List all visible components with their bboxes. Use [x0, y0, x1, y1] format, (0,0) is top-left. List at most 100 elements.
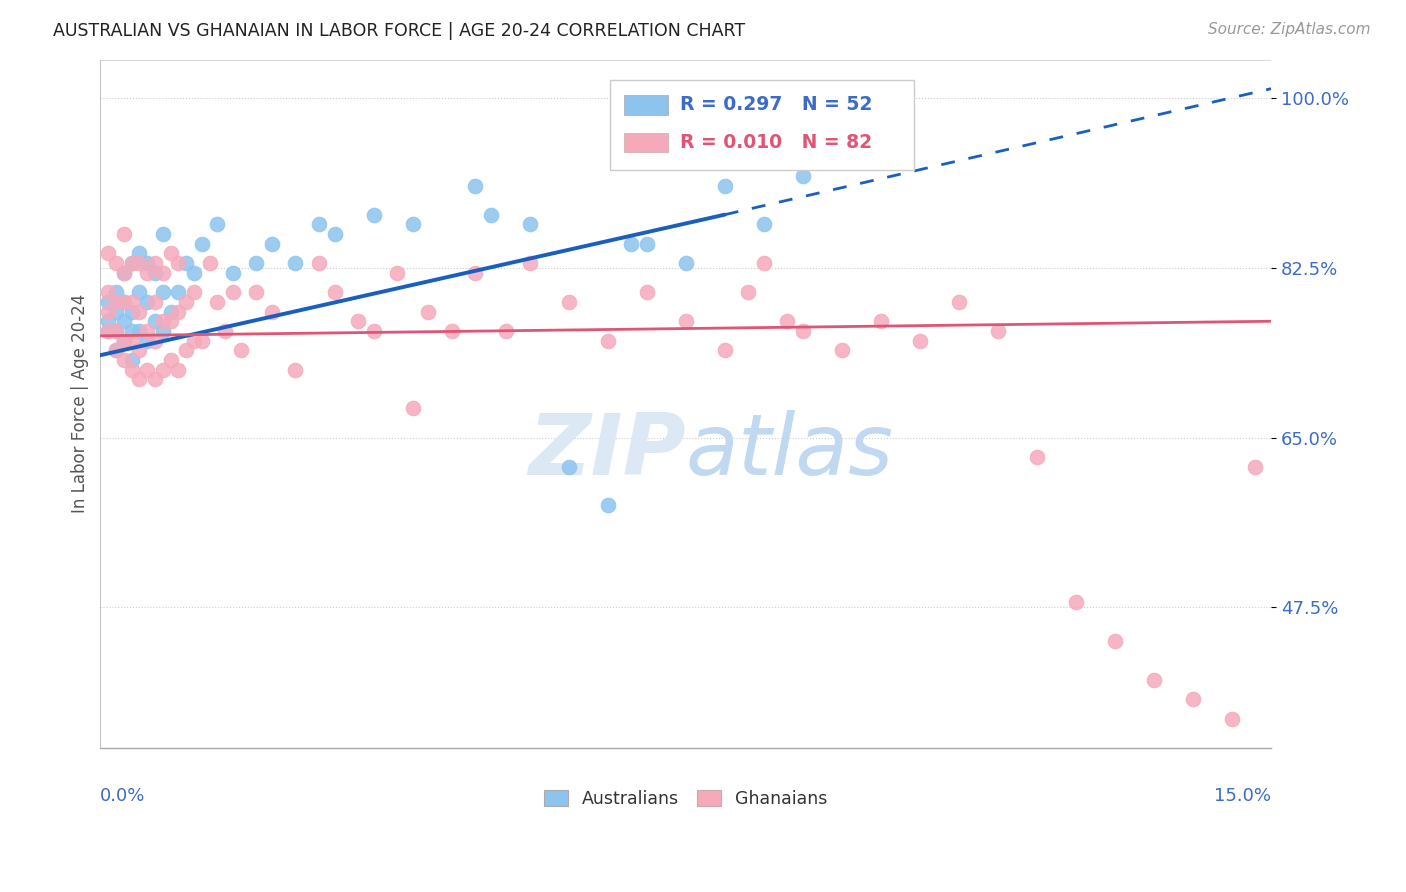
Point — [97, 285, 120, 300]
Point — [112, 334, 135, 348]
Point — [121, 324, 143, 338]
Point — [159, 246, 181, 260]
Point — [136, 334, 159, 348]
Point — [128, 256, 150, 270]
Point — [143, 256, 166, 270]
Y-axis label: In Labor Force | Age 20-24: In Labor Force | Age 20-24 — [72, 294, 89, 513]
Text: Source: ZipAtlas.com: Source: ZipAtlas.com — [1208, 22, 1371, 37]
Point — [323, 227, 346, 241]
Point — [363, 324, 385, 338]
Point — [112, 294, 135, 309]
Point — [1182, 692, 1205, 706]
Text: atlas: atlas — [686, 410, 894, 493]
Point — [401, 218, 423, 232]
Point — [104, 294, 127, 309]
Point — [987, 324, 1010, 338]
Point — [136, 294, 159, 309]
Text: R = 0.010   N = 82: R = 0.010 N = 82 — [681, 133, 872, 152]
Point — [245, 285, 267, 300]
Point — [112, 266, 135, 280]
Point — [519, 218, 541, 232]
Point — [519, 256, 541, 270]
Point — [128, 343, 150, 358]
Point — [143, 266, 166, 280]
Point — [191, 236, 214, 251]
Bar — [624, 133, 668, 153]
Point — [284, 256, 307, 270]
Point — [222, 266, 245, 280]
Point — [792, 324, 814, 338]
Point — [167, 362, 190, 376]
Point — [152, 324, 174, 338]
Point — [792, 169, 814, 183]
Point — [104, 324, 127, 338]
Point — [401, 401, 423, 416]
Point — [323, 285, 346, 300]
Point — [121, 334, 143, 348]
Point — [596, 499, 619, 513]
Point — [128, 372, 150, 386]
Point — [495, 324, 517, 338]
Point — [214, 324, 236, 338]
Point — [136, 362, 159, 376]
Point — [143, 372, 166, 386]
Point — [167, 304, 190, 318]
Point — [418, 304, 440, 318]
Point — [183, 334, 205, 348]
Point — [152, 227, 174, 241]
Point — [167, 285, 190, 300]
Point — [713, 178, 735, 193]
Point — [183, 266, 205, 280]
Point — [174, 256, 197, 270]
Point — [112, 227, 135, 241]
Point — [97, 324, 120, 338]
Point — [104, 304, 127, 318]
Text: ZIP: ZIP — [529, 410, 686, 493]
Point — [636, 236, 658, 251]
Point — [104, 285, 127, 300]
Point — [620, 236, 643, 251]
Point — [1064, 595, 1087, 609]
Point — [97, 294, 120, 309]
Point — [207, 294, 229, 309]
Point — [97, 324, 120, 338]
Text: 15.0%: 15.0% — [1215, 787, 1271, 805]
Point — [167, 256, 190, 270]
Point — [1220, 712, 1243, 726]
Point — [198, 256, 221, 270]
Point — [222, 285, 245, 300]
Point — [143, 294, 166, 309]
Bar — [624, 95, 668, 115]
Point — [675, 256, 697, 270]
Point — [112, 266, 135, 280]
Point — [831, 120, 853, 135]
Point — [159, 314, 181, 328]
Point — [284, 362, 307, 376]
Point — [104, 343, 127, 358]
Point — [229, 343, 252, 358]
Point — [869, 314, 891, 328]
Point — [713, 343, 735, 358]
Point — [1026, 450, 1049, 464]
Point — [143, 334, 166, 348]
Point — [596, 334, 619, 348]
Point — [152, 285, 174, 300]
Text: R = 0.297   N = 52: R = 0.297 N = 52 — [681, 95, 872, 114]
Point — [207, 218, 229, 232]
Point — [121, 256, 143, 270]
Point — [464, 178, 486, 193]
Point — [128, 246, 150, 260]
Point — [737, 285, 759, 300]
Point — [347, 314, 370, 328]
Point — [831, 343, 853, 358]
Point — [1104, 634, 1126, 648]
Point — [104, 343, 127, 358]
Point — [121, 256, 143, 270]
Point — [128, 324, 150, 338]
Point — [174, 343, 197, 358]
Point — [97, 314, 120, 328]
Point — [260, 236, 283, 251]
Point — [159, 304, 181, 318]
Point — [174, 294, 197, 309]
Point — [183, 285, 205, 300]
